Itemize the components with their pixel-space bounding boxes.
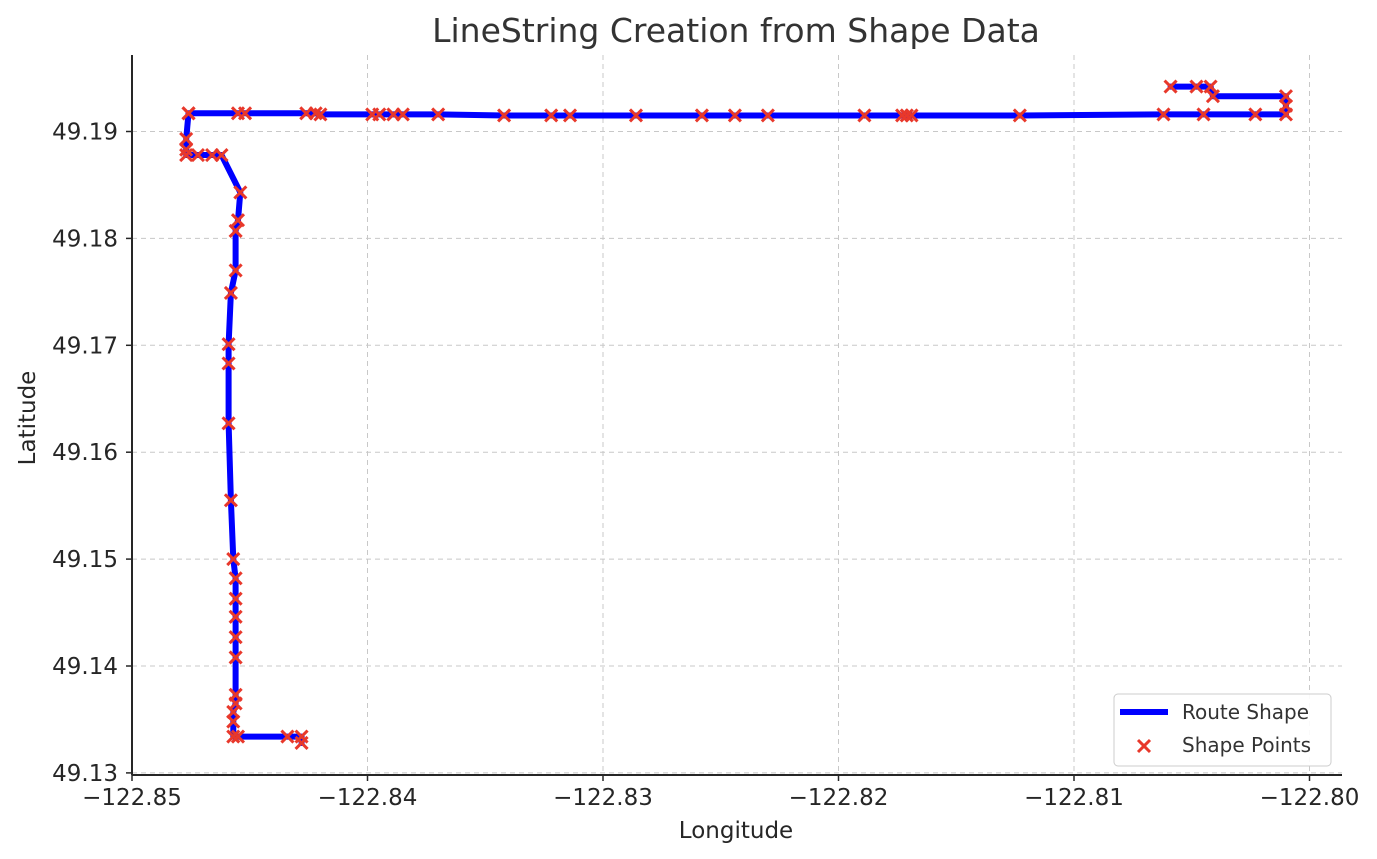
- chart-title: LineString Creation from Shape Data: [432, 11, 1040, 50]
- shape-point: [179, 131, 194, 147]
- grid: [131, 55, 1342, 775]
- legend-x-marker: [1136, 738, 1152, 754]
- legend-box: [1113, 693, 1332, 767]
- shape-point: [431, 107, 446, 122]
- y-tick-label: 49.17: [52, 333, 118, 359]
- shape-point: [857, 108, 872, 123]
- shape-point: [228, 687, 243, 702]
- shape-point: [228, 263, 243, 278]
- x-tick-label: −122.81: [1024, 785, 1124, 811]
- shape-point: [628, 108, 644, 123]
- shape-point: [230, 213, 246, 228]
- shape-point: [228, 591, 243, 606]
- shape-point: [1156, 107, 1171, 122]
- shape-point: [562, 108, 578, 123]
- shape-point: [179, 147, 194, 163]
- shape-point: [1248, 107, 1263, 122]
- y-tick-label: 49.13: [52, 761, 118, 787]
- legend-shape-points-label: Shape Points: [1182, 733, 1311, 757]
- shape-point: [308, 106, 323, 121]
- shape-point: [223, 493, 238, 508]
- shape-point: [181, 106, 196, 121]
- legend-shape-points-swatch: [1136, 738, 1152, 754]
- shape-point: [221, 416, 236, 431]
- y-axis-label: Latitude: [15, 371, 41, 466]
- shape-point: [904, 108, 919, 123]
- x-axis-label: Longitude: [679, 818, 793, 844]
- y-axis-ticks: 49.13 49.14 49.15 49.16 49.17 49.18 49.19: [52, 120, 132, 787]
- shape-point: [228, 571, 243, 586]
- route-shape-line: [183, 83, 1289, 746]
- shape-point: [760, 108, 775, 123]
- y-tick-label: 49.15: [52, 547, 118, 573]
- shape-point: [1189, 79, 1204, 94]
- shape-point: [1163, 79, 1178, 94]
- shape-point: [497, 108, 512, 123]
- shape-point: [221, 337, 236, 352]
- shape-point: [228, 650, 243, 665]
- shape-point: [899, 108, 914, 123]
- y-tick-label: 49.16: [52, 440, 118, 466]
- shape-point: [190, 147, 206, 163]
- x-axis-ticks: −122.85 −122.84 −122.83 −122.82 −122.81 −122.…: [82, 775, 1359, 811]
- x-tick-label: −122.80: [1260, 785, 1360, 811]
- x-tick-label: −122.84: [318, 785, 418, 811]
- shape-point: [226, 552, 241, 567]
- shape-point: [1196, 107, 1211, 122]
- shape-point: [372, 107, 387, 122]
- shape-point: [727, 108, 742, 123]
- shape-point: [179, 142, 194, 157]
- y-tick-label: 49.14: [52, 654, 118, 680]
- x-tick-label: −122.83: [553, 785, 653, 811]
- shape-point: [221, 356, 236, 371]
- shape-point: [1278, 89, 1294, 104]
- legend: Route Shape Shape Points: [1113, 693, 1332, 767]
- shape-point: [233, 185, 248, 200]
- y-tick-label: 49.19: [52, 120, 118, 146]
- shape-point: [205, 147, 220, 163]
- legend-route-shape-label: Route Shape: [1182, 700, 1309, 724]
- shape-point: [313, 107, 328, 122]
- shape-point: [280, 729, 295, 744]
- shape-point: [1012, 108, 1027, 123]
- shape-point: [294, 729, 309, 744]
- series-layer: [179, 79, 1294, 751]
- shape-point: [1203, 79, 1218, 94]
- shape-point: [228, 609, 243, 624]
- shape-point: [395, 107, 410, 122]
- x-tick-label: −122.82: [789, 785, 889, 811]
- shape-point: [223, 285, 238, 300]
- shape-point: [694, 108, 709, 123]
- shape-point: [230, 729, 246, 744]
- shape-point: [228, 223, 243, 238]
- shape-point: [226, 729, 241, 744]
- shape-point: [544, 108, 559, 123]
- y-tick-label: 49.18: [52, 226, 118, 252]
- shape-point: [237, 106, 253, 121]
- shape-point: [228, 630, 243, 645]
- x-tick-label: −122.85: [82, 785, 182, 811]
